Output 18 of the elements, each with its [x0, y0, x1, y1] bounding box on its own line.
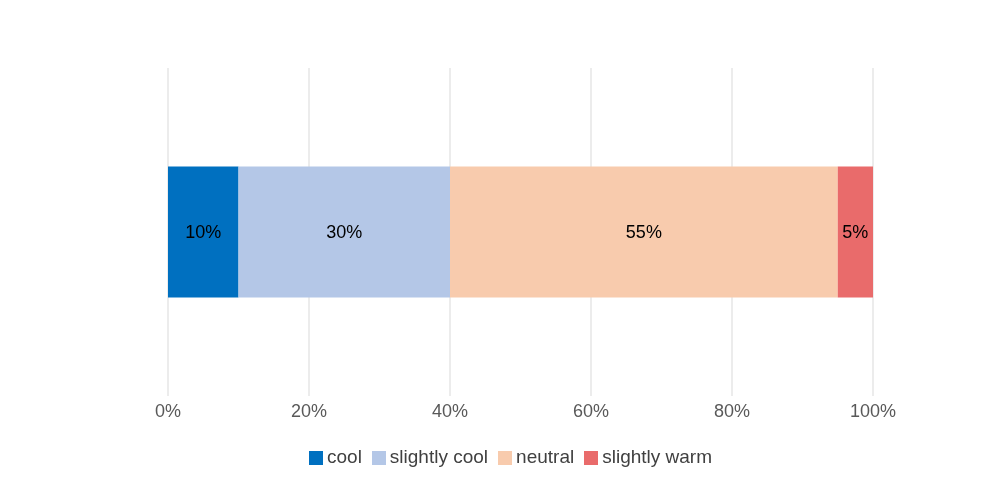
- bar: [837, 166, 873, 298]
- x-tick-label: 0%: [154, 400, 182, 421]
- x-tick-label: 100%: [849, 400, 897, 421]
- bar: [168, 166, 239, 298]
- legend-label: neutral: [516, 446, 575, 467]
- legend-label: slightly cool: [389, 446, 489, 467]
- legend-label: cool: [327, 446, 362, 467]
- x-tick-label: 60%: [572, 400, 610, 421]
- data-label: 10%: [185, 222, 222, 243]
- x-tick-label: 80%: [713, 400, 751, 421]
- x-tick-label: 40%: [431, 400, 469, 421]
- data-label: 55%: [625, 222, 662, 243]
- legend-label: slightly warm: [602, 446, 712, 467]
- bar: [450, 166, 838, 298]
- x-tick-label: 20%: [290, 400, 328, 421]
- bar: [238, 166, 450, 298]
- data-label: 30%: [326, 222, 363, 243]
- data-label: 5%: [842, 222, 869, 243]
